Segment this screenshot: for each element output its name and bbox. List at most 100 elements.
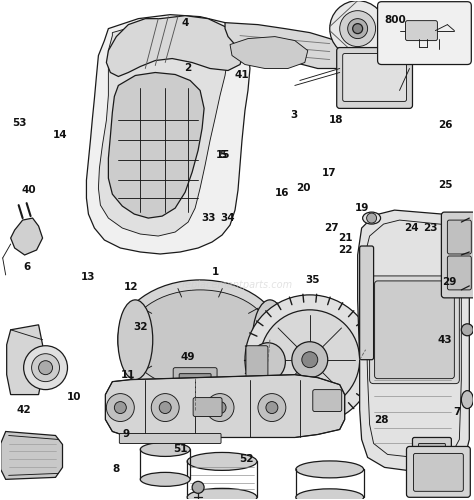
Polygon shape bbox=[106, 16, 244, 76]
FancyBboxPatch shape bbox=[407, 446, 470, 498]
Circle shape bbox=[292, 342, 328, 378]
Circle shape bbox=[38, 360, 53, 374]
FancyBboxPatch shape bbox=[313, 390, 342, 411]
Circle shape bbox=[330, 0, 385, 56]
Text: 32: 32 bbox=[133, 322, 147, 332]
Text: 1: 1 bbox=[212, 268, 219, 278]
Polygon shape bbox=[358, 210, 469, 471]
Circle shape bbox=[151, 394, 179, 421]
Ellipse shape bbox=[187, 488, 257, 500]
Polygon shape bbox=[86, 14, 250, 254]
Circle shape bbox=[159, 402, 171, 413]
Ellipse shape bbox=[187, 452, 257, 470]
Text: 17: 17 bbox=[322, 168, 337, 177]
Circle shape bbox=[461, 324, 474, 336]
Ellipse shape bbox=[296, 461, 364, 478]
FancyBboxPatch shape bbox=[412, 438, 451, 470]
Ellipse shape bbox=[363, 212, 381, 224]
Polygon shape bbox=[0, 432, 63, 480]
Text: 15: 15 bbox=[216, 150, 230, 160]
Text: 4: 4 bbox=[182, 18, 189, 28]
Text: 33: 33 bbox=[201, 212, 216, 222]
Circle shape bbox=[366, 213, 376, 223]
Circle shape bbox=[245, 295, 374, 424]
Text: 3: 3 bbox=[290, 110, 297, 120]
Ellipse shape bbox=[128, 290, 273, 390]
Ellipse shape bbox=[296, 489, 364, 500]
Text: 20: 20 bbox=[296, 182, 310, 192]
Circle shape bbox=[260, 310, 360, 410]
Circle shape bbox=[258, 394, 286, 421]
FancyBboxPatch shape bbox=[447, 220, 471, 254]
FancyBboxPatch shape bbox=[370, 276, 459, 384]
Circle shape bbox=[302, 352, 318, 368]
Text: 29: 29 bbox=[443, 278, 457, 287]
FancyBboxPatch shape bbox=[413, 454, 463, 492]
Text: 51: 51 bbox=[173, 444, 188, 454]
FancyBboxPatch shape bbox=[337, 48, 412, 108]
Text: 16: 16 bbox=[274, 188, 289, 198]
Text: 9: 9 bbox=[122, 430, 129, 440]
FancyBboxPatch shape bbox=[419, 444, 446, 456]
FancyBboxPatch shape bbox=[179, 374, 211, 388]
FancyBboxPatch shape bbox=[405, 20, 438, 40]
Text: 13: 13 bbox=[81, 272, 95, 282]
FancyBboxPatch shape bbox=[179, 388, 211, 402]
FancyBboxPatch shape bbox=[119, 434, 221, 444]
Text: 40: 40 bbox=[22, 185, 36, 195]
Text: 2: 2 bbox=[184, 63, 191, 73]
Text: 43: 43 bbox=[438, 335, 452, 345]
Text: 14: 14 bbox=[53, 130, 67, 140]
Text: 10: 10 bbox=[67, 392, 81, 402]
Text: 12: 12 bbox=[123, 282, 138, 292]
Circle shape bbox=[206, 394, 234, 421]
FancyBboxPatch shape bbox=[441, 212, 474, 298]
Text: 19: 19 bbox=[355, 202, 369, 212]
Text: 25: 25 bbox=[438, 180, 452, 190]
FancyBboxPatch shape bbox=[193, 398, 222, 416]
Circle shape bbox=[114, 402, 127, 413]
Circle shape bbox=[106, 394, 134, 421]
FancyBboxPatch shape bbox=[246, 346, 268, 378]
Polygon shape bbox=[230, 36, 308, 68]
Polygon shape bbox=[225, 22, 352, 68]
Ellipse shape bbox=[140, 442, 190, 456]
Ellipse shape bbox=[250, 342, 285, 380]
Circle shape bbox=[24, 346, 67, 390]
Circle shape bbox=[347, 18, 368, 38]
Text: 42: 42 bbox=[16, 404, 31, 414]
Text: 21: 21 bbox=[338, 232, 353, 242]
FancyBboxPatch shape bbox=[378, 2, 471, 64]
FancyBboxPatch shape bbox=[173, 368, 217, 406]
Ellipse shape bbox=[140, 472, 190, 486]
Circle shape bbox=[255, 325, 285, 354]
Text: 24: 24 bbox=[404, 222, 419, 232]
Text: 5: 5 bbox=[219, 150, 227, 160]
Text: replacementparts.com: replacementparts.com bbox=[182, 280, 292, 290]
FancyBboxPatch shape bbox=[447, 256, 471, 290]
FancyBboxPatch shape bbox=[360, 246, 374, 360]
Text: 11: 11 bbox=[121, 370, 136, 380]
Text: 22: 22 bbox=[338, 245, 353, 255]
Text: 800: 800 bbox=[384, 14, 406, 24]
Text: 7: 7 bbox=[453, 407, 460, 417]
Circle shape bbox=[340, 10, 375, 46]
Circle shape bbox=[353, 24, 363, 34]
Polygon shape bbox=[11, 218, 43, 255]
Text: 23: 23 bbox=[424, 222, 438, 232]
Text: 52: 52 bbox=[239, 454, 254, 464]
Text: 34: 34 bbox=[220, 212, 235, 222]
Polygon shape bbox=[7, 325, 43, 394]
Ellipse shape bbox=[118, 280, 283, 400]
FancyBboxPatch shape bbox=[419, 456, 446, 466]
Text: 28: 28 bbox=[374, 414, 388, 424]
Polygon shape bbox=[99, 20, 228, 236]
Circle shape bbox=[192, 482, 204, 494]
Polygon shape bbox=[109, 72, 204, 218]
Text: 35: 35 bbox=[305, 275, 320, 285]
Ellipse shape bbox=[461, 390, 474, 408]
Text: 41: 41 bbox=[235, 70, 249, 81]
Circle shape bbox=[32, 354, 60, 382]
Ellipse shape bbox=[253, 300, 287, 380]
Text: 26: 26 bbox=[438, 120, 452, 130]
